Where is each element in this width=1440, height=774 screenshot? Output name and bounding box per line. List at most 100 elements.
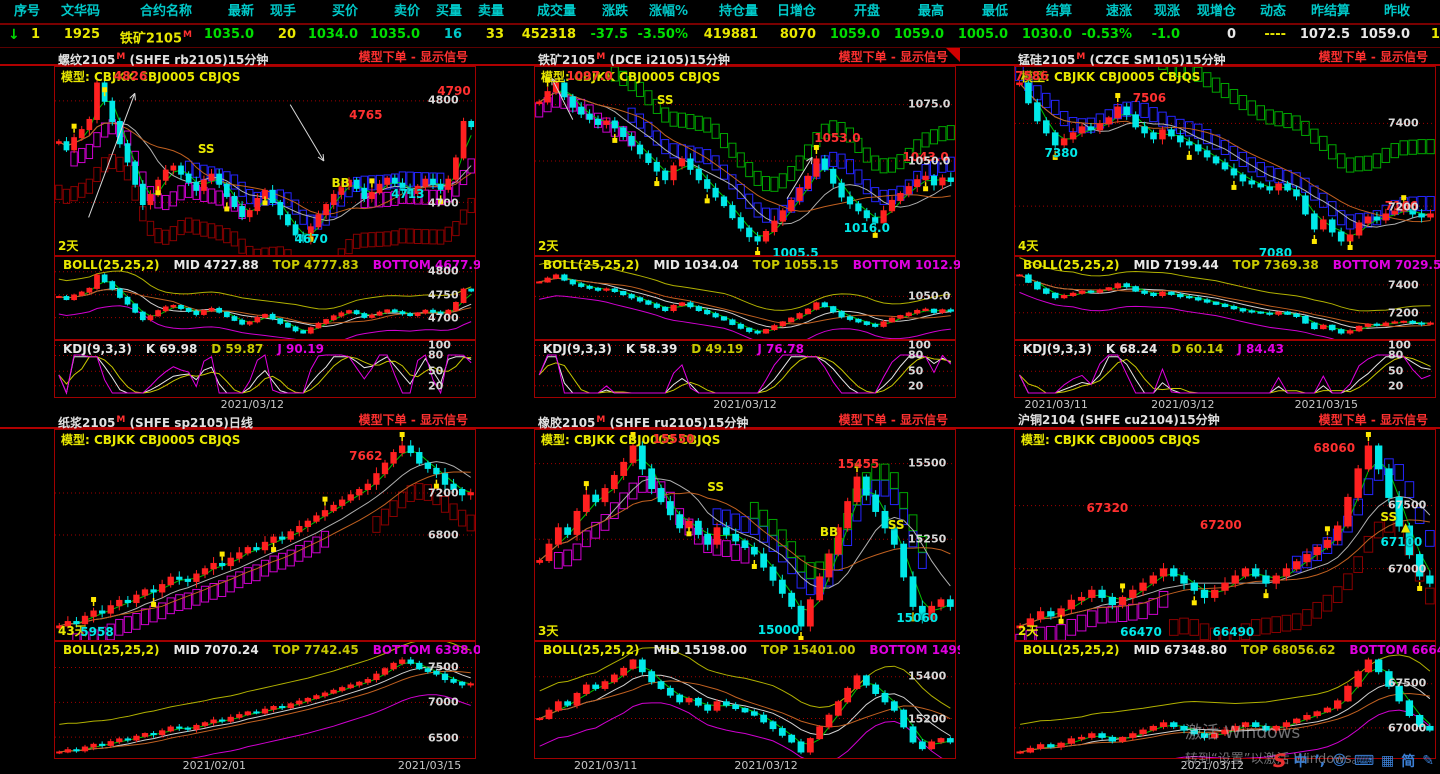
quote-col-6[interactable]: 买价 1034.0 — [302, 0, 364, 47]
model-order-signal-label[interactable]: 模型下单 - 显示信号 — [838, 413, 948, 427]
kdj-indicator-plot[interactable]: KDJ(9,3,3) K 69.98 D 59.87 J 90.19 — [54, 340, 476, 398]
boll-indicator-plot[interactable]: BOLL(25,25,2) MID 7199.44 TOP 7369.38 BOTTO… — [1014, 256, 1440, 340]
main-chart-plot[interactable]: 模型: CBJKK CBJ0005 CBJQS 3天 15550 15455 SS SS B… — [534, 429, 956, 641]
quote-col-header[interactable]: 动态 — [1259, 4, 1286, 19]
quote-col-header[interactable]: 买量 — [435, 4, 462, 19]
quote-col-21[interactable]: 现增仓 0 — [1186, 0, 1242, 47]
quote-col-header[interactable]: 日增仓 — [776, 4, 816, 19]
quote-col-header[interactable]: 涨跌 — [601, 4, 628, 19]
quote-col-11[interactable]: 涨跌 -37.5 — [582, 0, 634, 47]
boll-indicator-plot[interactable]: BOLL(25,25,2) MID 7070.24 TOP 7742.45 BOTTO… — [54, 641, 480, 759]
quote-col-header[interactable]: 最高 — [917, 4, 944, 19]
ime-icon-2[interactable]: ’, — [1314, 753, 1326, 769]
boll-indicator-plot[interactable]: BOLL(25,25,2) MID 15198.00 TOP 15401.00 BOT… — [534, 641, 960, 759]
panel-title-bar[interactable]: 橡胶2105M (SHFE ru2105)15分钟 模型下单 - 显示信号 — [480, 411, 960, 430]
kdj-indicator-plot[interactable]: KDJ(9,3,3) K 68.24 D 60.14 J 84.43 — [1014, 340, 1436, 398]
main-chart-plot[interactable]: 模型: CBJKK CBJ0005 CBJQS 2天 1097.0 SS 1053.0 1… — [534, 66, 956, 260]
kdj-indicator-pane[interactable]: KDJ(9,3,3) K 58.39 D 49.19 J 76.78 100 80 50 20 — [480, 338, 960, 398]
main-chart-plot[interactable]: 模型: CBJKK CBJ0005 CBJQS 2天 68060 67320 67200… — [1014, 429, 1436, 641]
panel-title-bar[interactable]: 沪铜2104 (SHFE cu2104)15分钟 模型下单 - 显示信号 — [960, 411, 1440, 429]
quote-col-1[interactable]: 序号 1 — [0, 0, 46, 47]
ime-icon-6[interactable]: 简 — [1401, 754, 1416, 770]
quote-col-24[interactable]: 昨收 1059.0 — [1356, 0, 1416, 47]
quote-col-4[interactable]: 最新 1035.0 — [198, 0, 260, 47]
quote-col-header[interactable]: 卖量 — [477, 4, 504, 19]
quote-col-16[interactable]: 最高 1059.0 — [886, 0, 950, 47]
boll-indicator-pane[interactable]: BOLL(25,25,2) MID 7199.44 TOP 7369.38 BOTTO… — [960, 256, 1440, 340]
boll-indicator-plot[interactable]: BOLL(25,25,2) MID 67348.80 TOP 68056.62 BOT… — [1014, 641, 1440, 759]
model-order-signal-label[interactable]: 模型下单 - 显示信号 — [1318, 413, 1428, 427]
chart-panel-沪铜2104[interactable]: 沪铜2104 (SHFE cu2104)15分钟 模型下单 - 显示信号 模型: C… — [960, 411, 1440, 773]
main-chart-pane[interactable]: 模型: CBJKK CBJ0005 CBJQS 2天 4826 4790 4765 SS B… — [0, 66, 480, 256]
quote-col-header[interactable]: 现涨 — [1153, 4, 1180, 19]
kdj-indicator-pane[interactable]: KDJ(9,3,3) K 68.24 D 60.14 J 84.43 100 80 50 20 — [960, 338, 1440, 398]
quote-col-header[interactable]: 现增仓 — [1196, 4, 1236, 19]
quote-col-7[interactable]: 卖价 1035.0 — [364, 0, 426, 47]
boll-indicator-pane[interactable]: BOLL(25,25,2) MID 7070.24 TOP 7742.45 BOTTO… — [0, 641, 480, 759]
quote-col-9[interactable]: 卖量 33 — [468, 0, 510, 47]
main-chart-pane[interactable]: 模型: CBJKK CBJ0005 CBJQS 2天 1097.0 SS 1053.0 1… — [480, 66, 960, 260]
quote-col-5[interactable]: 现手 20 — [260, 0, 302, 47]
quote-col-20[interactable]: 现涨 -1.0 — [1138, 0, 1186, 47]
panel-title-bar[interactable]: 铁矿2105M (DCE i2105)15分钟 模型下单 - 显示信号 — [480, 48, 960, 67]
quote-col-header[interactable]: 买价 — [331, 4, 358, 19]
quote-col-25[interactable]: 沉淀资金 104.30亿 — [1416, 0, 1440, 47]
quote-col-13[interactable]: 持仓量 419881 — [694, 0, 764, 47]
model-order-signal-label[interactable]: 模型下单 - 显示信号 — [1318, 50, 1428, 64]
boll-indicator-pane[interactable]: BOLL(25,25,2) MID 15198.00 TOP 15401.00 BOT… — [480, 641, 960, 759]
quote-col-header[interactable]: 最低 — [981, 4, 1008, 19]
quote-col-17[interactable]: 最低 1005.0 — [950, 0, 1014, 47]
quote-col-header[interactable]: 合约名称 — [139, 4, 192, 19]
quote-col-15[interactable]: 开盘 1059.0 — [822, 0, 886, 47]
kdj-indicator-plot[interactable]: KDJ(9,3,3) K 58.39 D 49.19 J 76.78 — [534, 340, 956, 398]
ime-icon-5[interactable]: ▦ — [1381, 753, 1395, 769]
quote-col-22[interactable]: 动态 ---- — [1242, 0, 1292, 47]
ime-icon-7[interactable]: ✎ — [1422, 753, 1434, 769]
boll-indicator-pane[interactable]: BOLL(25,25,2) MID 67348.80 TOP 68056.62 BOT… — [960, 641, 1440, 759]
main-chart-pane[interactable]: 模型: CBJKK CBJ0005 CBJQS 3天 15550 15455 SS SS B… — [480, 429, 960, 641]
quote-col-header[interactable]: 最新 — [227, 4, 254, 19]
quote-col-header[interactable]: 序号 — [13, 4, 40, 19]
panel-title-bar[interactable]: 纸浆2105M (SHFE sp2105)日线 模型下单 - 显示信号 — [0, 411, 480, 430]
quote-col-header[interactable]: 现手 — [269, 4, 296, 19]
boll-indicator-plot[interactable]: BOLL(25,25,2) MID 4727.88 TOP 4777.83 BOTTO… — [54, 256, 480, 340]
quote-col-header[interactable]: 开盘 — [853, 4, 880, 19]
quote-col-header[interactable]: 速涨 — [1105, 4, 1132, 19]
main-chart-plot[interactable]: 模型: CBJKK CBJ0005 CBJQS 43天 7662 5958 — [54, 429, 476, 641]
quote-col-header[interactable]: 沉淀资金 — [1416, 0, 1440, 23]
panel-title-bar[interactable]: 螺纹2105M (SHFE rb2105)15分钟 模型下单 - 显示信号 — [0, 48, 480, 67]
quote-col-header[interactable]: 昨结算 — [1310, 4, 1350, 19]
model-order-signal-label[interactable]: 模型下单 - 显示信号 — [358, 50, 468, 64]
quote-col-2[interactable]: 文华码 1925 — [46, 0, 106, 47]
quote-col-12[interactable]: 涨幅% -3.50% — [634, 0, 694, 47]
ime-icon-3[interactable]: ☺ — [1332, 753, 1347, 769]
kdj-indicator-pane[interactable]: KDJ(9,3,3) K 69.98 D 59.87 J 90.19 100 80 50 20 — [0, 338, 480, 398]
quote-col-14[interactable]: 日增仓 8070 — [764, 0, 822, 47]
panel-title-bar[interactable]: 锰硅2105M (CZCE SM105)15分钟 模型下单 - 显示信号 — [960, 48, 1440, 67]
quote-col-header[interactable]: 卖价 — [393, 4, 420, 19]
quote-col-header[interactable]: 持仓量 — [718, 4, 758, 19]
boll-indicator-pane[interactable]: BOLL(25,25,2) MID 1034.04 TOP 1055.15 BOTTO… — [480, 256, 960, 340]
chart-panel-锰硅2105[interactable]: 锰硅2105M (CZCE SM105)15分钟 模型下单 - 显示信号 模型: C… — [960, 48, 1440, 411]
main-chart-pane[interactable]: 模型: CBJKK CBJ0005 CBJQS 4天 7586 7506 7380 716… — [960, 66, 1440, 260]
quote-col-19[interactable]: 速涨 -0.53% — [1078, 0, 1138, 47]
quote-col-18[interactable]: 结算 1030.0 — [1014, 0, 1078, 47]
quote-col-header[interactable]: 成交量 — [536, 4, 576, 19]
quote-col-3[interactable]: 合约名称 铁矿2105M — [106, 0, 198, 47]
main-chart-pane[interactable]: 模型: CBJKK CBJ0005 CBJQS 43天 7662 5958 7200 68… — [0, 429, 480, 641]
chart-panel-橡胶2105[interactable]: 橡胶2105M (SHFE ru2105)15分钟 模型下单 - 显示信号 模型: … — [480, 411, 960, 773]
quote-col-23[interactable]: 昨结算 1072.5 — [1292, 0, 1356, 47]
quote-col-header[interactable]: 结算 — [1045, 4, 1072, 19]
ime-icon-1[interactable]: 中 — [1293, 754, 1308, 770]
ime-icon-4[interactable]: ⌨ — [1353, 753, 1375, 769]
quote-col-header[interactable]: 涨幅% — [648, 4, 688, 19]
ime-toolbar[interactable]: S 中 ’, ☺ ⌨ ▦ 简 ✎ — [1269, 750, 1438, 772]
quote-col-header[interactable]: 昨收 — [1383, 4, 1410, 19]
quote-col-8[interactable]: 买量 16 — [426, 0, 468, 47]
quote-col-header[interactable]: 文华码 — [60, 4, 100, 19]
main-chart-plot[interactable]: 模型: CBJKK CBJ0005 CBJQS 4天 7586 7506 7380 716… — [1014, 66, 1436, 260]
quote-col-10[interactable]: 成交量 452318 — [510, 0, 582, 47]
boll-indicator-plot[interactable]: BOLL(25,25,2) MID 1034.04 TOP 1055.15 BOTTO… — [534, 256, 960, 340]
boll-indicator-pane[interactable]: BOLL(25,25,2) MID 4727.88 TOP 4777.83 BOTTO… — [0, 256, 480, 340]
sogou-logo-icon[interactable]: S — [1272, 750, 1287, 772]
